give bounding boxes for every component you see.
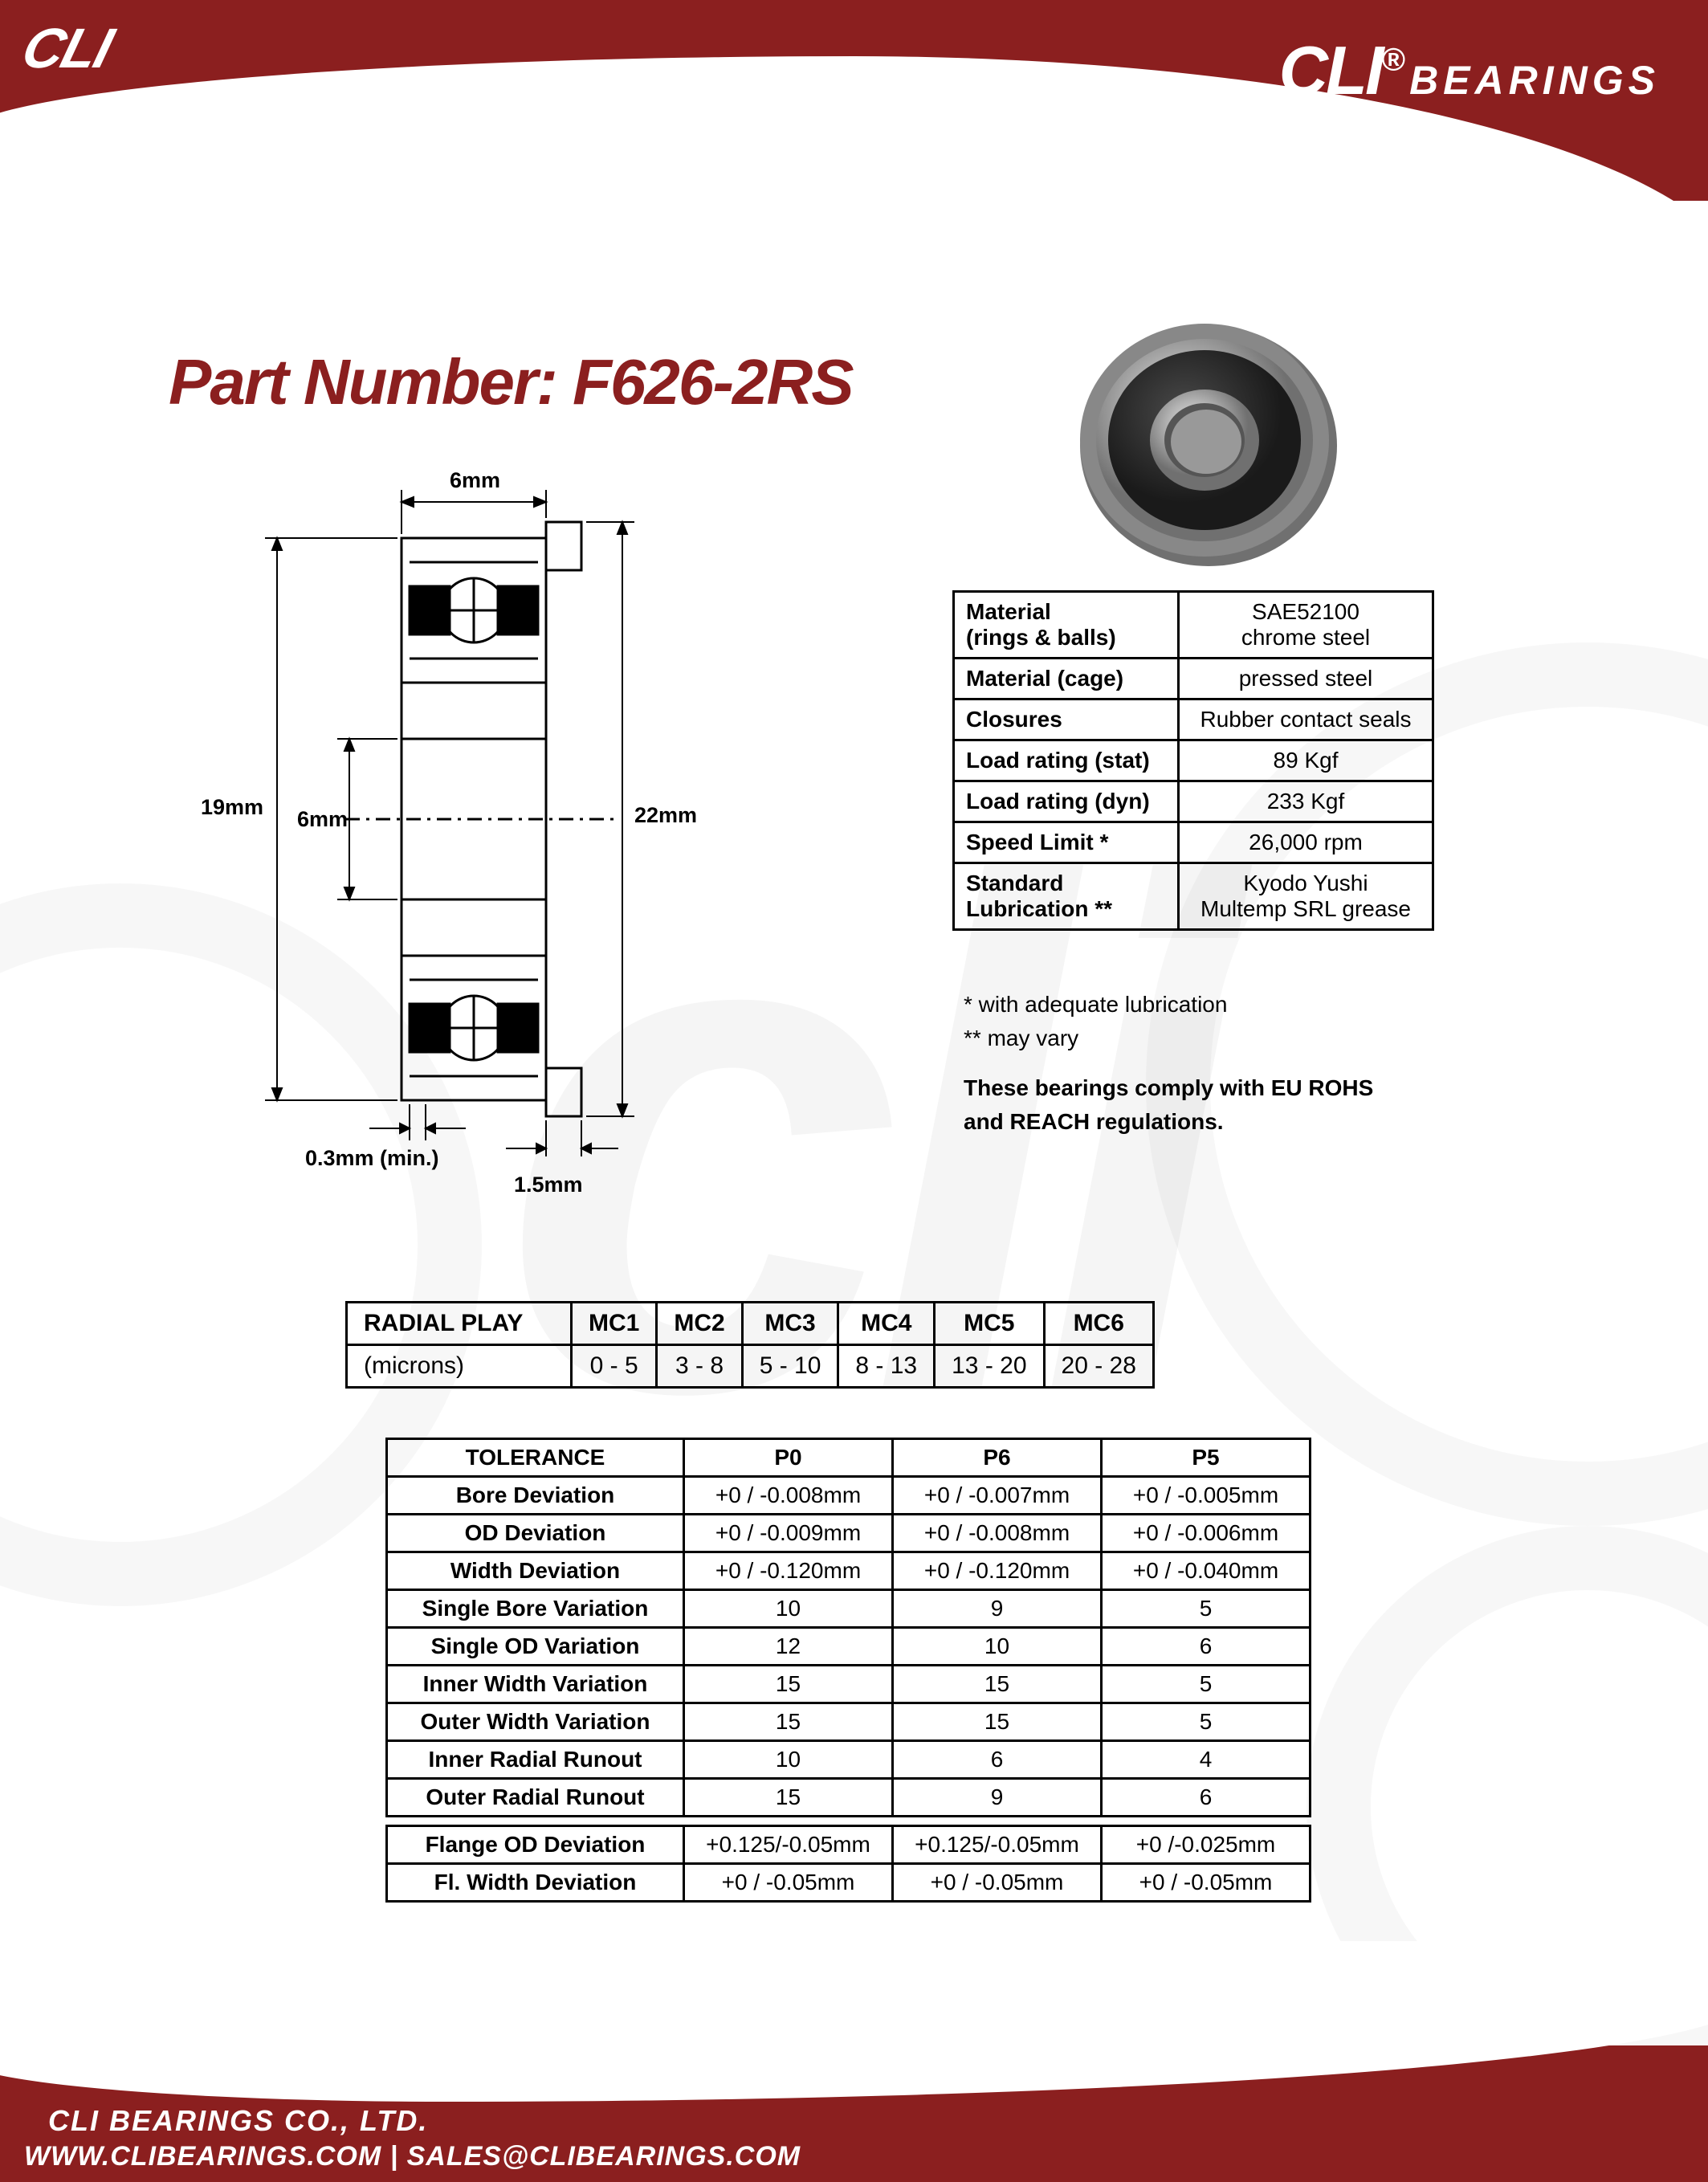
radial-col: MC4 [838,1303,935,1345]
specs-notes: * with adequate lubrication ** may vary … [964,988,1373,1139]
tol-val: 6 [1102,1628,1311,1666]
tol-val: +0 / -0.05mm [684,1864,893,1902]
tolerance-table: TOLERANCEP0P6P5Bore Deviation+0 / -0.008… [385,1438,1311,1903]
tol-val: 10 [893,1628,1102,1666]
spec-label: Load rating (stat) [954,740,1179,781]
logo-sub: BEARINGS [1409,58,1660,103]
spec-label: Load rating (dyn) [954,781,1179,822]
radial-play-table: RADIAL PLAYMC1MC2MC3MC4MC5MC6 (microns)0… [345,1301,1155,1389]
tol-val: 10 [684,1741,893,1779]
tol-val: +0 / -0.05mm [1102,1864,1311,1902]
tol-val: +0 / -0.008mm [893,1515,1102,1552]
part-number-title: Part Number: F626-2RS [169,345,853,419]
tol-val: +0 / -0.005mm [1102,1477,1311,1515]
radial-val: 13 - 20 [935,1345,1044,1388]
spec-value: Rubber contact seals [1179,699,1433,740]
tol-val: 6 [1102,1779,1311,1817]
tol-val: 6 [893,1741,1102,1779]
spec-value: SAE52100chrome steel [1179,592,1433,659]
tol-val: 4 [1102,1741,1311,1779]
tol-val: +0.125/-0.05mm [893,1826,1102,1864]
dim-inner-dia: 6mm [297,807,348,832]
spec-label: Material (cage) [954,659,1179,699]
radial-col: MC1 [572,1303,657,1345]
spec-label: Speed Limit * [954,822,1179,863]
tol-val: +0.125/-0.05mm [684,1826,893,1864]
radial-col: MC3 [742,1303,838,1345]
logo-top-left: CLI [15,16,118,80]
note-compliance: These bearings comply with EU ROHSand RE… [964,1071,1373,1139]
dim-flange-dia: 22mm [634,803,697,828]
spec-value: Kyodo YushiMultemp SRL grease [1179,863,1433,930]
tol-row-label: Inner Radial Runout [387,1741,684,1779]
logo-top-right: CLI®BEARINGS [1279,32,1660,111]
spec-label: Closures [954,699,1179,740]
radial-val: 5 - 10 [742,1345,838,1388]
tol-row-label: Outer Width Variation [387,1703,684,1741]
tol-val: 15 [684,1779,893,1817]
tol-val: 15 [893,1666,1102,1703]
tol-val: +0 / -0.120mm [684,1552,893,1590]
tol-val: +0 / -0.008mm [684,1477,893,1515]
dim-chamfer: 0.3mm (min.) [305,1146,439,1171]
note-vary: ** may vary [964,1022,1373,1055]
dim-outer-dia: 19mm [201,795,263,820]
tol-val: +0 / -0.120mm [893,1552,1102,1590]
logo-reg: ® [1382,43,1403,78]
tol-grade: P0 [684,1439,893,1477]
tol-val: +0 / -0.05mm [893,1864,1102,1902]
tol-row-label: Outer Radial Runout [387,1779,684,1817]
tol-row-label: Inner Width Variation [387,1666,684,1703]
tol-val: 10 [684,1590,893,1628]
tol-val: 12 [684,1628,893,1666]
note-lubrication: * with adequate lubrication [964,988,1373,1022]
bearing-product-image [1068,313,1341,570]
tol-val: 5 [1102,1703,1311,1741]
tol-val: 9 [893,1590,1102,1628]
dim-width-top: 6mm [450,468,500,493]
tol-grade: P6 [893,1439,1102,1477]
tol-row-label: Fl. Width Deviation [387,1864,684,1902]
tol-val: +0 / -0.007mm [893,1477,1102,1515]
tol-grade: P5 [1102,1439,1311,1477]
radial-val: 3 - 8 [657,1345,742,1388]
tol-val: 5 [1102,1666,1311,1703]
spec-label: StandardLubrication ** [954,863,1179,930]
tol-row-label: Single Bore Variation [387,1590,684,1628]
radial-val: 8 - 13 [838,1345,935,1388]
tol-row-label: Bore Deviation [387,1477,684,1515]
tol-row-label: Width Deviation [387,1552,684,1590]
tol-val: +0 /-0.025mm [1102,1826,1311,1864]
logo-main: CLI [1279,33,1382,109]
spec-value: pressed steel [1179,659,1433,699]
tol-val: 5 [1102,1590,1311,1628]
tol-row-label: Single OD Variation [387,1628,684,1666]
tol-val: 15 [684,1666,893,1703]
footer-company: CLI BEARINGS CO., LTD. [48,2104,428,2138]
radial-col: MC2 [657,1303,742,1345]
tol-val: +0 / -0.009mm [684,1515,893,1552]
tol-row-label: OD Deviation [387,1515,684,1552]
tol-val: 15 [893,1703,1102,1741]
radial-col: MC6 [1044,1303,1153,1345]
spec-label: Material(rings & balls) [954,592,1179,659]
tol-val: 15 [684,1703,893,1741]
radial-header: RADIAL PLAY [347,1303,572,1345]
footer-contact: WWW.CLIBEARINGS.COM | SALES@CLIBEARINGS.… [24,2141,801,2172]
tol-val: +0 / -0.006mm [1102,1515,1311,1552]
radial-val: 0 - 5 [572,1345,657,1388]
dim-flange-width: 1.5mm [514,1173,583,1197]
spec-value: 233 Kgf [1179,781,1433,822]
tol-val: +0 / -0.040mm [1102,1552,1311,1590]
spec-value: 89 Kgf [1179,740,1433,781]
radial-val: 20 - 28 [1044,1345,1153,1388]
radial-unit: (microns) [347,1345,572,1388]
specs-table: Material(rings & balls)SAE52100chrome st… [952,590,1434,931]
spec-value: 26,000 rpm [1179,822,1433,863]
tol-header: TOLERANCE [387,1439,684,1477]
radial-col: MC5 [935,1303,1044,1345]
tol-row-label: Flange OD Deviation [387,1826,684,1864]
tol-val: 9 [893,1779,1102,1817]
